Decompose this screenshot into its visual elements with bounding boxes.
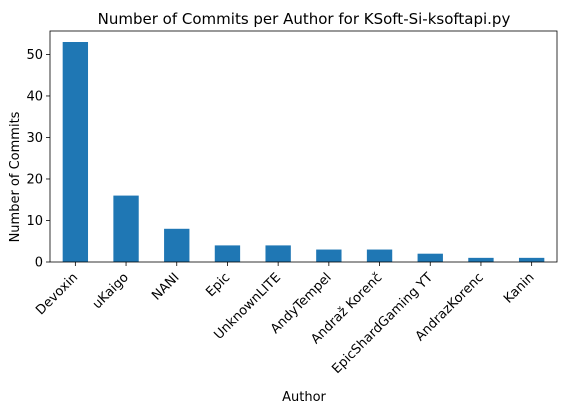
x-tick-label: NANI: [149, 270, 182, 303]
y-axis: 0 10 20 30 40 50: [26, 48, 50, 271]
plot-frame: [49, 30, 558, 263]
bar: [518, 257, 545, 262]
y-tick-label: 10: [26, 214, 43, 229]
x-axis: Devoxin uKaigo NANI EpicUnknownLITEAndyTemp…: [33, 262, 537, 377]
x-tick-label: Devoxin: [33, 270, 81, 318]
bar: [417, 253, 443, 262]
x-tick-label: Epic: [203, 270, 233, 300]
y-tick-label: 40: [26, 89, 43, 104]
bar: [164, 228, 190, 262]
x-axis-label: Author: [282, 390, 326, 405]
plot-area: [49, 30, 558, 263]
y-tick-label: 50: [26, 48, 43, 63]
bar: [468, 257, 494, 262]
bar: [214, 245, 241, 262]
x-tick-label: Kanin: [501, 270, 537, 306]
y-axis-label: Number of Commits: [8, 111, 23, 242]
y-tick-label: 20: [26, 172, 43, 187]
chart-title: Number of Commits per Author for KSoft-S…: [98, 10, 511, 28]
x-tick-label: EpicShardGaming YT: [329, 270, 436, 377]
y-tick-label: 0: [35, 256, 43, 271]
x-tick-label: uKaigo: [90, 270, 132, 312]
bar: [265, 245, 291, 262]
bar: [62, 42, 89, 262]
bar: [366, 249, 393, 262]
bar: [113, 195, 139, 262]
bar: [316, 249, 342, 262]
y-tick-label: 30: [26, 131, 43, 146]
